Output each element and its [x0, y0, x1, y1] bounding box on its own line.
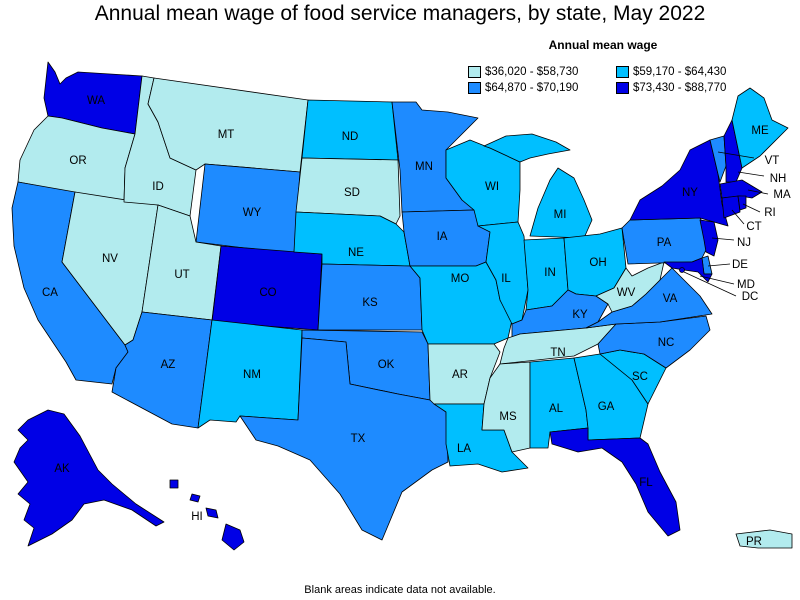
label-tn: TN	[550, 347, 565, 359]
label-wy: WY	[243, 207, 262, 219]
label-tx: TX	[351, 433, 366, 445]
label-in: IN	[544, 267, 556, 279]
label-mn: MN	[415, 161, 433, 173]
label-va: VA	[663, 293, 678, 305]
state-ct[interactable]	[721, 195, 741, 219]
state-me[interactable]	[731, 87, 789, 169]
state-tx[interactable]	[239, 337, 449, 541]
legend-swatch-c2	[468, 82, 481, 94]
state-hi-maui[interactable]	[205, 507, 219, 519]
state-mi-upper[interactable]	[483, 133, 571, 163]
label-ks: KS	[362, 297, 378, 309]
label-mi: MI	[554, 209, 567, 221]
state-ak[interactable]	[13, 409, 165, 547]
label-wv: WV	[617, 287, 636, 299]
label-ct: CT	[746, 221, 761, 233]
state-vt[interactable]	[709, 135, 727, 183]
legend-item-c4: $73,430 - $88,770	[616, 82, 764, 94]
label-al: AL	[549, 403, 564, 415]
legend-swatch-c3	[616, 66, 629, 78]
label-il: IL	[501, 273, 511, 285]
label-oh: OH	[589, 257, 606, 269]
label-ga: GA	[598, 401, 615, 413]
state-fl[interactable]	[549, 427, 681, 537]
label-ar: AR	[452, 369, 468, 381]
state-mt[interactable]	[147, 77, 309, 173]
state-ri[interactable]	[737, 195, 747, 211]
legend-item-c2: $64,870 - $70,190	[468, 82, 616, 94]
label-nh: NH	[770, 173, 787, 185]
state-labels: WA OR CA NV ID MT WY UT CO AZ NM ND SD N…	[42, 95, 791, 548]
label-co: CO	[259, 287, 276, 299]
label-id: ID	[152, 181, 164, 193]
state-hi[interactable]	[221, 523, 245, 551]
label-pa: PA	[657, 237, 672, 249]
label-vt: VT	[765, 155, 780, 167]
state-mo[interactable]	[409, 261, 513, 345]
label-sd: SD	[344, 187, 360, 199]
label-ut: UT	[174, 269, 189, 281]
legend-swatch-c1	[468, 66, 481, 78]
legend-label-c3: $59,170 - $64,430	[633, 66, 727, 78]
label-nd: ND	[342, 131, 359, 143]
state-hi-kauai[interactable]	[169, 479, 179, 489]
label-az: AZ	[161, 359, 176, 371]
state-dc[interactable]	[679, 267, 685, 273]
label-ak: AK	[54, 463, 70, 475]
label-de: DE	[732, 259, 748, 271]
label-nm: NM	[243, 369, 261, 381]
legend-title: Annual mean wage	[548, 38, 658, 52]
state-mi[interactable]	[529, 167, 593, 239]
label-me: ME	[751, 125, 769, 137]
label-ms: MS	[499, 411, 517, 423]
legend-swatch-c4	[616, 82, 629, 94]
label-nv: NV	[102, 253, 118, 265]
label-ky: KY	[572, 309, 588, 321]
legend-item-c1: $36,020 - $58,730	[468, 66, 616, 78]
label-or: OR	[69, 155, 86, 167]
label-ri: RI	[764, 207, 776, 219]
state-nd[interactable]	[301, 99, 399, 161]
legend-label-c4: $73,430 - $88,770	[633, 82, 727, 94]
legend-label-c1: $36,020 - $58,730	[485, 66, 579, 78]
label-dc: DC	[742, 291, 759, 303]
label-md: MD	[737, 279, 755, 291]
label-ia: IA	[437, 231, 448, 243]
label-nj: NJ	[737, 237, 751, 249]
state-nj[interactable]	[699, 219, 719, 257]
legend-items: $36,020 - $58,730 $59,170 - $64,430 $64,…	[468, 66, 798, 94]
label-la: LA	[457, 443, 471, 455]
state-ma[interactable]	[719, 179, 763, 199]
state-wv[interactable]	[595, 261, 665, 313]
legend: Annual mean wage $36,020 - $58,730 $59,1…	[468, 38, 798, 94]
label-nc: NC	[658, 337, 675, 349]
callout-lines	[683, 151, 769, 297]
label-mo: MO	[451, 273, 470, 285]
legend-label-c2: $64,870 - $70,190	[485, 82, 579, 94]
label-sc: SC	[632, 371, 648, 383]
label-pr: PR	[746, 536, 762, 548]
label-ne: NE	[348, 247, 364, 259]
state-hi-oahu[interactable]	[189, 493, 201, 503]
label-mt: MT	[218, 129, 235, 141]
label-ok: OK	[378, 359, 395, 371]
label-fl: FL	[639, 477, 653, 489]
label-wi: WI	[485, 181, 499, 193]
label-hi: HI	[191, 511, 203, 523]
page-title: Annual mean wage of food service manager…	[94, 2, 706, 25]
label-ca: CA	[42, 287, 58, 299]
label-ma: MA	[773, 189, 791, 201]
label-ny: NY	[682, 187, 698, 199]
legend-item-c3: $59,170 - $64,430	[616, 66, 764, 78]
label-wa: WA	[87, 95, 105, 107]
footnote: Blank areas indicate data not available.	[304, 584, 496, 596]
state-pr[interactable]	[735, 529, 793, 549]
